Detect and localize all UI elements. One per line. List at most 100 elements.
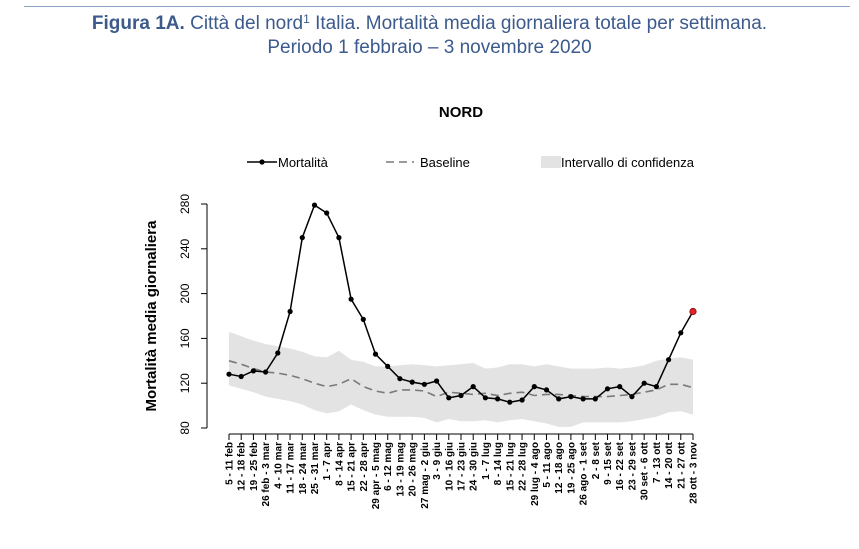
figure-title-line1: Figura 1A. Città del nord1 Italia. Morta… bbox=[0, 12, 859, 36]
x-tick-label: 4 - 10 mar bbox=[273, 442, 284, 489]
x-axis: 5 - 11 feb 12 - 18 feb 19 - 25 feb 26 feb -… bbox=[225, 433, 700, 509]
x-tick-label: 5 - 11 feb bbox=[225, 442, 236, 485]
mortalita-point bbox=[689, 307, 697, 316]
mortalita-point bbox=[482, 395, 488, 401]
x-tick-label: 1 - 7 lug bbox=[481, 442, 492, 480]
x-tick-label: 9 - 15 set bbox=[603, 441, 614, 484]
x-tick-label: 3 - 9 giu bbox=[432, 442, 443, 480]
x-tick-label: 5 - 11 ago bbox=[542, 442, 553, 488]
figure-title-main: Città del nord bbox=[184, 13, 304, 34]
x-tick-label: 30 set - 6 ott bbox=[640, 441, 651, 500]
x-tick-label: 25 - 31 mar bbox=[310, 442, 321, 494]
x-tick-label: 19 - 25 ago bbox=[566, 442, 577, 494]
x-tick-label: 20 - 26 mag bbox=[408, 442, 419, 496]
x-tick-label: 18 - 24 mar bbox=[298, 442, 309, 494]
y-axis: 80 120 160 200 240 280 bbox=[178, 194, 208, 435]
x-tick-label: 26 ago - 1 set bbox=[579, 441, 590, 505]
mortalita-point bbox=[324, 210, 330, 216]
mortalita-point bbox=[666, 357, 672, 363]
legend-baseline-label: Baseline bbox=[420, 155, 470, 170]
mortalita-point bbox=[543, 387, 550, 393]
x-tick-label: 19 - 25 feb bbox=[249, 442, 260, 491]
top-rule bbox=[24, 6, 850, 7]
y-tick-label: 240 bbox=[178, 238, 192, 258]
mortalita-point bbox=[263, 369, 269, 375]
mortalita-point bbox=[434, 378, 440, 384]
x-tick-label: 8 - 14 lug bbox=[493, 442, 504, 485]
x-tick-label: 15 - 21 lug bbox=[505, 442, 516, 491]
x-tick-label: 13 - 19 mag bbox=[395, 442, 406, 496]
y-tick-label: 280 bbox=[178, 194, 192, 214]
x-tick-label: 22 - 28 lug bbox=[518, 442, 529, 491]
mortalita-point bbox=[568, 394, 574, 400]
mortalita-point bbox=[678, 330, 684, 336]
footnote-mark: 1 bbox=[303, 12, 310, 26]
y-tick-label: 160 bbox=[178, 328, 192, 348]
figure-title: Figura 1A. Città del nord1 Italia. Morta… bbox=[0, 12, 859, 60]
mortalita-point bbox=[617, 384, 623, 390]
baseline-series bbox=[228, 360, 694, 398]
x-tick-label: 2 - 8 set bbox=[591, 441, 602, 479]
x-tick-label: 10 - 16 giu bbox=[444, 442, 455, 491]
baseline-line bbox=[228, 360, 694, 398]
y-tick-label: 80 bbox=[178, 421, 192, 435]
x-tick-label: 14 - 20 ott bbox=[664, 441, 675, 488]
mortalita-point bbox=[372, 351, 379, 357]
mortalita-point bbox=[592, 396, 598, 402]
mortalita-point bbox=[385, 363, 391, 369]
mortalita-point bbox=[421, 381, 427, 387]
x-tick-label: 29 apr - 5 mag bbox=[371, 442, 382, 509]
x-tick-label: 1 - 7 apr bbox=[322, 442, 333, 480]
x-tick-label: 21 - 27 ott bbox=[676, 441, 687, 488]
mortalita-point bbox=[580, 396, 586, 402]
mortalita-point bbox=[348, 296, 354, 302]
x-tick-label: 26 feb - 3 mar bbox=[261, 442, 272, 507]
x-tick-label: 7 - 13 ott bbox=[652, 441, 663, 483]
mortalita-point bbox=[446, 395, 452, 401]
mortalita-point bbox=[495, 396, 501, 402]
x-tick-label: 17 - 23 giu bbox=[457, 442, 468, 491]
y-tick-label: 200 bbox=[178, 283, 192, 303]
legend: Mortalità Baseline Intervallo di confide… bbox=[247, 155, 695, 170]
y-tick-label: 120 bbox=[178, 373, 192, 393]
mortalita-point bbox=[409, 379, 415, 385]
x-tick-label: 23 - 29 set bbox=[627, 441, 638, 490]
x-tick-label: 12 - 18 ago bbox=[554, 442, 565, 494]
x-tick-label: 27 mag - 2 giu bbox=[420, 442, 431, 509]
mortalita-point bbox=[287, 308, 293, 315]
chart-title: NORD bbox=[439, 104, 483, 121]
mortalita-point bbox=[519, 397, 525, 403]
mortalita-point bbox=[360, 316, 366, 322]
mortalita-point bbox=[604, 386, 611, 392]
mortalita-point bbox=[226, 371, 232, 377]
legend-mortalita-marker bbox=[259, 159, 265, 165]
legend-band-label: Intervallo di confidenza bbox=[561, 155, 695, 170]
mortalita-point bbox=[238, 373, 244, 380]
x-tick-label: 16 - 22 set bbox=[615, 441, 626, 490]
x-tick-label: 8 - 14 apr bbox=[334, 442, 345, 486]
confidence-band-area bbox=[229, 331, 693, 427]
mortalita-point bbox=[641, 380, 647, 386]
mortalita-point bbox=[336, 235, 342, 241]
x-tick-label: 24 - 30 giu bbox=[469, 442, 480, 491]
mortalita-point bbox=[556, 396, 562, 402]
mortalita-series bbox=[226, 202, 697, 405]
mortalita-point bbox=[311, 202, 318, 208]
legend-mortalita-label: Mortalità bbox=[278, 155, 329, 170]
mortalita-point bbox=[470, 384, 476, 390]
x-tick-label: 11 - 17 mar bbox=[286, 442, 297, 494]
x-tick-label: 29 lug - 4 ago bbox=[530, 442, 541, 506]
confidence-band bbox=[229, 331, 693, 427]
mortalita-point bbox=[275, 350, 281, 356]
x-tick-label: 12 - 18 feb bbox=[237, 442, 248, 491]
mortalita-point bbox=[250, 368, 256, 374]
x-tick-label: 15 - 21 apr bbox=[347, 442, 358, 492]
x-tick-label: 28 ott - 3 nov bbox=[689, 442, 700, 504]
x-tick-label: 6 - 12 mag bbox=[383, 442, 394, 491]
y-axis-label: Mortalità media giornaliera bbox=[143, 220, 160, 412]
mortalita-point bbox=[458, 392, 464, 399]
mortalita-point bbox=[507, 399, 513, 405]
mortalita-point bbox=[397, 376, 403, 382]
mortalita-point bbox=[531, 384, 537, 390]
